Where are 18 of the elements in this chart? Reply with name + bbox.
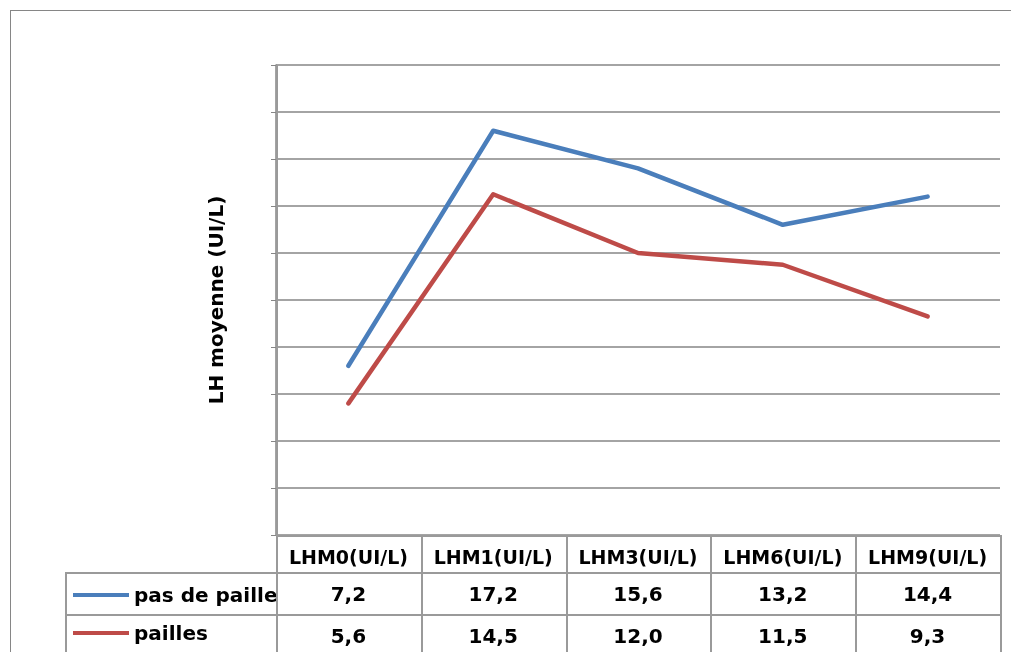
data-label: 11,5: [757, 623, 809, 650]
data-label: 14,4: [901, 581, 954, 608]
x-tick-label: LHM1(UI/L): [433, 545, 553, 568]
data-label: 9,3: [908, 623, 947, 650]
y-axis-title: LH moyenne (UI/L): [204, 195, 228, 405]
x-tick-label: LHM6(UI/L): [723, 545, 843, 568]
data-label: 12,0: [612, 623, 664, 650]
x-tick-label: LHM3(UI/L): [578, 545, 698, 568]
data-label: 5,6: [329, 623, 368, 650]
legend-label: pailles: [134, 621, 208, 645]
data-label: 13,2: [757, 581, 809, 608]
data-label: 14,5: [467, 623, 519, 650]
data-label: 15,6: [612, 581, 664, 608]
x-tick-label: LHM0(UI/L): [288, 545, 408, 568]
legend-label: pas de paille: [134, 583, 278, 607]
x-tick-label: LHM9(UI/L): [868, 545, 988, 568]
data-label: 7,2: [329, 581, 368, 608]
data-label: 17,2: [467, 581, 519, 608]
